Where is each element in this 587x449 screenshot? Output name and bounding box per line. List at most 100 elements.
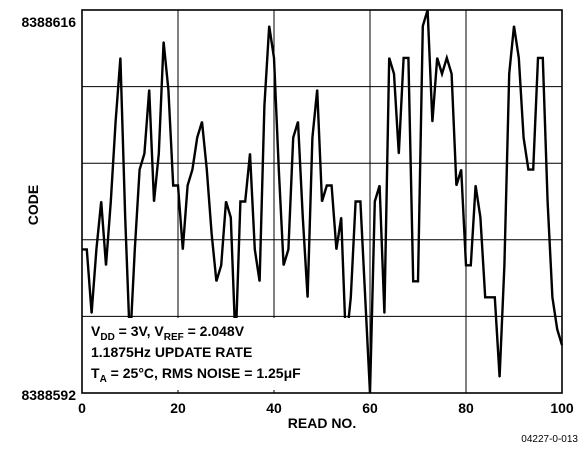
data-point <box>398 153 400 155</box>
unit-f: F <box>292 365 301 381</box>
data-point <box>388 57 390 59</box>
data-point <box>167 89 169 91</box>
data-point <box>278 169 280 171</box>
data-point <box>215 280 217 282</box>
data-point <box>249 153 251 155</box>
x-tick-label: 100 <box>550 400 574 416</box>
data-point <box>556 328 558 330</box>
data-point <box>503 264 505 266</box>
data-point <box>239 200 241 203</box>
data-point <box>225 200 227 203</box>
data-point <box>551 296 554 298</box>
vref-value: = 2.048V <box>184 323 245 339</box>
data-point <box>316 89 318 91</box>
data-point <box>475 184 477 187</box>
data-point <box>335 248 337 250</box>
data-point <box>537 57 539 59</box>
data-point <box>191 169 193 171</box>
data-point <box>143 153 145 155</box>
data-point <box>340 216 342 219</box>
data-point <box>177 184 179 187</box>
annotation-box: VDD = 3V, VREF = 2.048V 1.1875Hz UPDATE … <box>86 318 356 390</box>
data-point <box>499 376 501 378</box>
data-point <box>403 57 405 59</box>
data-point <box>81 248 83 250</box>
data-point <box>153 200 155 203</box>
data-point <box>119 57 121 59</box>
data-point <box>460 169 462 171</box>
y-axis-label: CODE <box>25 185 41 225</box>
data-point <box>355 200 357 203</box>
data-point <box>292 137 294 139</box>
data-point <box>393 73 395 75</box>
x-tick-label: 60 <box>362 400 378 416</box>
data-point <box>494 296 496 298</box>
y-tick-max-label: 8388616 <box>21 14 76 30</box>
data-point <box>527 169 530 171</box>
data-point <box>470 264 472 266</box>
data-point <box>523 137 525 139</box>
data-point <box>331 184 333 187</box>
data-point <box>259 280 261 282</box>
data-point <box>455 184 457 187</box>
annotation-background <box>86 318 356 390</box>
annotation-line-1: VDD = 3V, VREF = 2.048V <box>91 323 245 343</box>
data-point <box>287 248 289 250</box>
data-point <box>134 248 136 250</box>
data-point <box>407 57 409 59</box>
data-point <box>139 169 141 171</box>
data-point <box>547 200 549 203</box>
data-point <box>451 73 453 75</box>
data-point <box>182 248 184 250</box>
data-point <box>326 184 328 187</box>
data-point <box>359 200 361 203</box>
data-point <box>86 248 88 250</box>
vdd-subscript: DD <box>100 332 114 343</box>
data-point <box>211 232 213 234</box>
data-point <box>417 280 419 282</box>
data-point <box>379 184 381 187</box>
figure-id: 04227-0-013 <box>521 434 578 445</box>
data-point <box>254 248 256 250</box>
mu-symbol: μ <box>284 365 293 381</box>
data-point <box>383 312 385 314</box>
x-tick-labels: 0 20 40 60 80 100 <box>78 400 574 416</box>
data-point <box>465 264 467 266</box>
data-point <box>115 121 117 123</box>
x-tick-label: 40 <box>266 400 282 416</box>
vdd-symbol: V <box>91 323 101 339</box>
data-point <box>124 216 126 219</box>
data-point <box>484 296 486 298</box>
data-point <box>172 184 174 187</box>
data-point <box>532 169 534 171</box>
data-point <box>263 105 265 107</box>
data-point <box>105 264 107 266</box>
data-point <box>513 25 515 27</box>
data-point <box>489 296 491 298</box>
data-point <box>110 200 112 203</box>
ta-symbol: T <box>91 365 100 381</box>
data-point <box>350 296 352 298</box>
x-tick-label: 80 <box>458 400 474 416</box>
data-point <box>307 296 309 298</box>
data-point <box>427 9 429 11</box>
data-point <box>201 121 203 123</box>
data-point <box>542 57 544 59</box>
data-point <box>479 216 481 219</box>
data-point <box>364 296 366 298</box>
data-point <box>244 200 246 203</box>
data-point <box>283 264 285 266</box>
data-point <box>268 25 270 27</box>
data-point <box>518 57 520 59</box>
vdd-value-and-vref-symbol: = 3V, V <box>115 323 165 339</box>
data-point <box>441 73 443 75</box>
data-point <box>422 25 424 27</box>
plot-frame <box>81 9 563 394</box>
x-tick-label: 20 <box>170 400 186 416</box>
data-point <box>369 392 371 394</box>
data-point <box>220 264 222 266</box>
data-point <box>446 57 448 59</box>
data-point <box>95 248 97 250</box>
data-point <box>187 184 189 187</box>
